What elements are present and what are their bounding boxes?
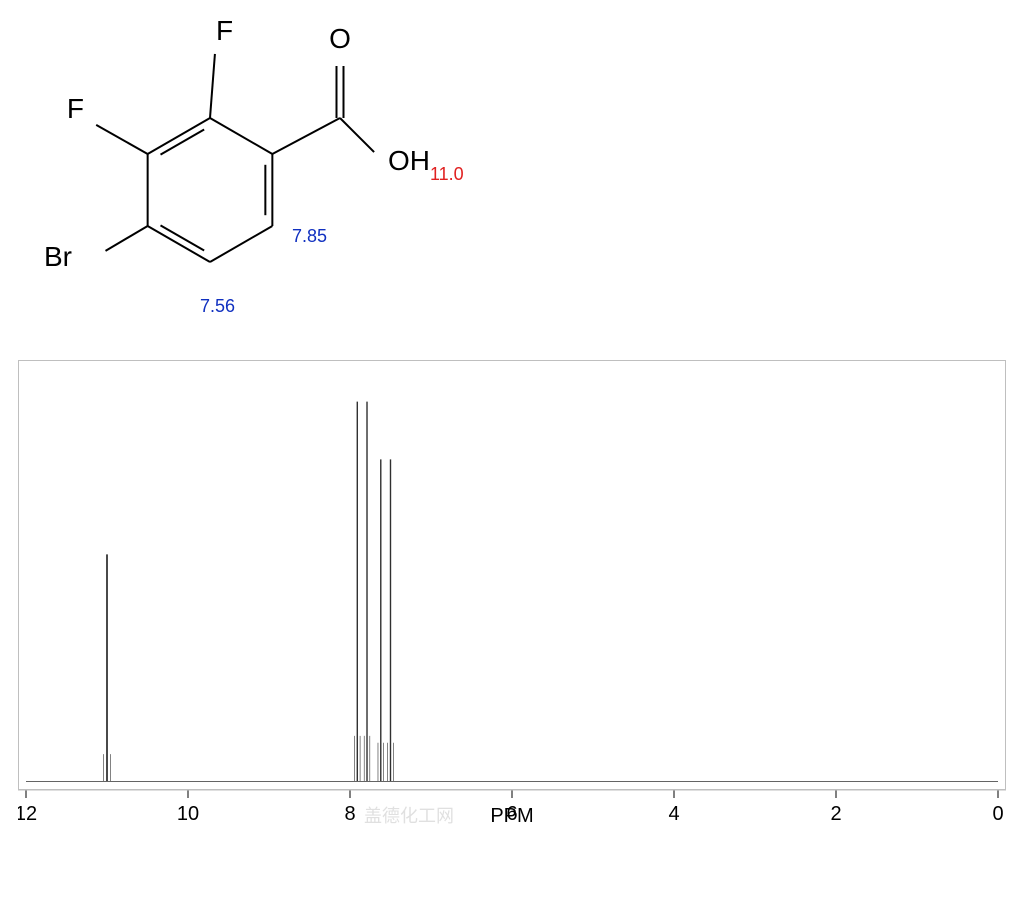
axis-tick-label: 12 bbox=[18, 803, 37, 825]
axis-label: PPM bbox=[490, 805, 533, 827]
f2-atom-label: F bbox=[67, 93, 84, 124]
nmr-spectrum: 024681012PPM盖德化工网 bbox=[18, 360, 1006, 840]
molecule-diagram: F F Br O OH11.0 7.85 7.56 bbox=[0, 0, 470, 340]
o1-atom-label: O bbox=[329, 23, 351, 54]
axis-tick-label: 4 bbox=[668, 803, 679, 825]
br-atom-label: Br bbox=[44, 241, 72, 272]
shift-annotation: 7.85 bbox=[292, 226, 327, 246]
axis-tick-label: 8 bbox=[344, 803, 355, 825]
axis-tick-label: 0 bbox=[992, 803, 1003, 825]
axis-tick-label: 10 bbox=[177, 803, 199, 825]
spectrum-svg: 024681012PPM盖德化工网 bbox=[18, 360, 1006, 840]
oh-atom-label: OH bbox=[388, 145, 430, 176]
watermark-text: 盖德化工网 bbox=[364, 806, 454, 826]
axis-tick-label: 2 bbox=[830, 803, 841, 825]
spectrum-frame bbox=[19, 361, 1006, 790]
molecule-svg: F F Br O OH11.0 7.85 7.56 bbox=[0, 0, 470, 340]
shift-annotation: 11.0 bbox=[430, 164, 464, 184]
shift-annotation: 7.56 bbox=[200, 296, 235, 316]
f1-atom-label: F bbox=[216, 15, 233, 46]
